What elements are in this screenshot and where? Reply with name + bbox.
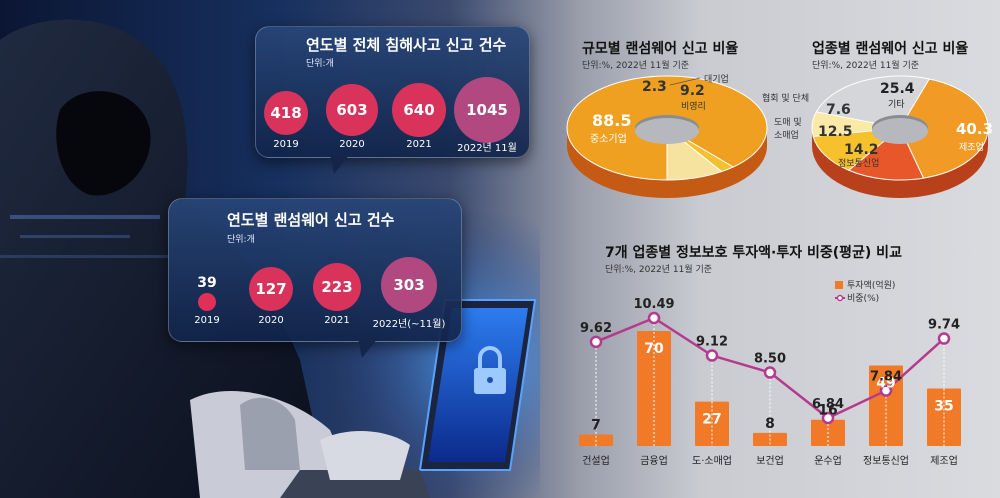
ransomware-bubble: 연도별 랜섬웨어 신고 건수 단위:개 39 127 223 303 2019 … — [168, 198, 462, 342]
ransom-bubble-2020: 127 — [249, 267, 293, 311]
bar-value-5: 49 — [876, 376, 895, 392]
investment-chart-title: 7개 업종별 정보보호 투자액·투자 비중(평균) 비교 — [605, 245, 902, 261]
total-incidents-title: 연도별 전체 침해사고 신고 건수 — [306, 36, 507, 54]
category-label-6: 제조업 — [930, 454, 958, 467]
ind-label-etc: 기타 — [888, 99, 905, 110]
legend-line-label: 비중(%) — [847, 293, 879, 304]
bar-value-3: 8 — [765, 416, 775, 432]
line-value-3: 8.50 — [754, 352, 786, 367]
legend-line-marker — [836, 294, 844, 302]
line-point-0 — [589, 335, 603, 349]
bar-value-1: 70 — [644, 341, 664, 357]
line-value-1: 10.49 — [633, 297, 674, 312]
industry-slice-4 — [811, 111, 901, 137]
size-large-leader — [669, 77, 701, 86]
hacker-illustration — [0, 19, 540, 498]
bar-value-6: 35 — [934, 399, 953, 415]
line-point-2 — [705, 349, 719, 362]
size-label-sme-value: 88.5 — [592, 111, 631, 130]
ind-label-ict-value: 14.2 — [844, 142, 879, 158]
ind-label-mfg-value: 40.3 — [956, 120, 993, 138]
size-label-sme: 중소기업 — [590, 132, 627, 145]
industry-donut-slices — [811, 75, 989, 181]
ind-label-retail-1: 도매 및 — [774, 116, 802, 128]
category-label-1: 금융업 — [640, 454, 668, 467]
ind-label-retail-2: 소매업 — [774, 130, 799, 141]
category-label-4: 운수업 — [814, 454, 842, 467]
investment-combo-chart: 투자액(억원) 비중(%) 7 9.62 건설업 70 10.49 금융업 27 9.12 도·… — [579, 279, 961, 467]
category-label-5: 정보통신업 — [863, 454, 909, 467]
line-point-1 — [647, 311, 661, 325]
total-bubble-tail — [330, 154, 350, 174]
industry-donut-title: 업종별 랜섬웨어 신고 비율 — [812, 41, 969, 57]
ransomware-unit: 단위:개 — [227, 235, 255, 245]
line-point-4 — [821, 411, 835, 425]
total-incidents-unit: 단위:개 — [306, 59, 334, 69]
size-donut-title: 규모별 랜섬웨어 신고 비율 — [582, 41, 739, 57]
line-value-6: 9.74 — [928, 318, 960, 333]
bar-value-2: 27 — [702, 412, 721, 428]
category-label-2: 도·소매업 — [692, 454, 732, 467]
size-label-nonprofit-value: 9.2 — [680, 83, 705, 99]
bar-value-0: 7 — [591, 418, 601, 434]
size-donut-unit: 단위:%, 2022년 11월 기준 — [582, 61, 690, 71]
legend-bar-swatch — [835, 281, 843, 289]
total-bubble-2021: 640 — [392, 83, 446, 137]
total-year-2020: 2020 — [339, 139, 365, 150]
line-point-3 — [763, 366, 777, 379]
bar-2 — [695, 401, 729, 446]
ransom-year-2022: 2022년(~11월) — [372, 319, 446, 330]
ransom-value-2019: 39 — [197, 275, 217, 291]
ransom-bubble-2019 — [198, 293, 216, 311]
total-year-2021: 2021 — [406, 139, 432, 150]
category-label-0: 건설업 — [582, 454, 610, 467]
size-label-large: 대기업 — [704, 74, 729, 85]
ind-label-etc-value: 25.4 — [880, 81, 915, 97]
ind-label-retail-value: 12.5 — [818, 124, 853, 140]
ind-label-mfg: 제조업 — [959, 142, 984, 153]
ransom-year-2019: 2019 — [194, 315, 220, 326]
ransom-year-2020: 2020 — [258, 315, 284, 326]
size-label-small-value: 2.3 — [642, 79, 667, 95]
total-year-2022: 2022년 11월 — [457, 143, 517, 154]
ind-label-assoc-value: 7.6 — [826, 102, 851, 118]
size-donut: 88.5 중소기업 2.3 9.2 비영리 대기업 — [566, 74, 768, 198]
total-bubble-2022: 1045 — [454, 77, 520, 143]
total-bubble-2020: 603 — [326, 84, 378, 136]
category-label-3: 보건업 — [756, 454, 784, 467]
line-point-6 — [937, 332, 951, 345]
line-value-2: 9.12 — [696, 335, 728, 350]
investment-chart-unit: 단위:%, 2022년 11월 기준 — [605, 265, 713, 275]
line-value-0: 9.62 — [580, 321, 612, 336]
industry-donut: 25.4 기타 40.3 제조업 14.2 정보통신업 12.5 도매 및 소매… — [762, 75, 993, 198]
bar-value-4: 16 — [818, 403, 837, 419]
industry-donut-unit: 단위:%, 2022년 11월 기준 — [812, 61, 920, 71]
ransom-bubble-2021: 223 — [313, 263, 361, 311]
industry-slice-0 — [815, 75, 931, 129]
legend-bar-label: 투자액(억원) — [847, 279, 895, 291]
ransomware-title: 연도별 랜섬웨어 신고 건수 — [227, 211, 395, 229]
total-year-2019: 2019 — [273, 139, 299, 150]
line-value-5: 7.84 — [870, 370, 902, 385]
industry-slice-1 — [899, 78, 989, 179]
ind-label-assoc: 협회 및 단체 — [762, 92, 809, 104]
size-label-nonprofit: 비영리 — [681, 101, 706, 112]
ransom-year-2021: 2021 — [324, 315, 350, 326]
line-value-4: 6.84 — [812, 397, 844, 412]
total-incidents-bubble: 연도별 전체 침해사고 신고 건수 단위:개 418 603 640 1045 … — [255, 26, 530, 158]
ransom-bubble-2022: 303 — [381, 257, 437, 313]
ransomware-bubble-tail — [358, 338, 378, 358]
total-bubble-2019: 418 — [264, 91, 308, 135]
ind-label-ict: 정보통신업 — [838, 158, 879, 169]
line-point-5 — [879, 384, 893, 397]
